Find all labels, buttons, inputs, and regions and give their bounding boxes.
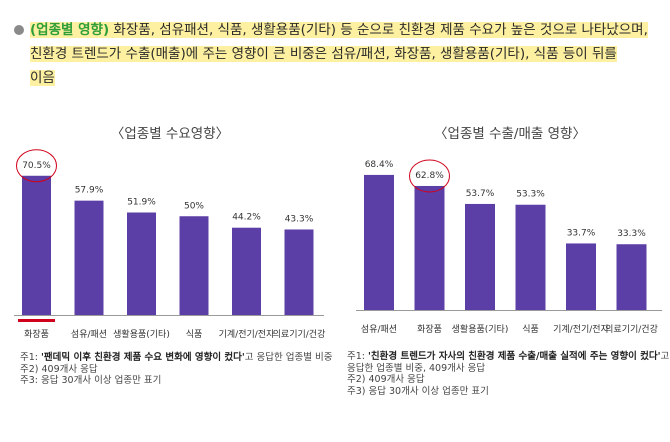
chart-2-value-label: 53.7% [466,189,495,199]
chart-1-bar [284,229,314,315]
chart-1-note: 주2) 409개사 응답 [20,363,98,375]
chart-1-note: 주3: 응답 30개사 이상 업종만 표기 [20,375,162,386]
bullet-icon [14,25,24,35]
chart-2-category-label: 식품 [522,324,539,335]
chart-2-title: 〈업종별 수출/매출 영향〉 [434,126,586,142]
chart-2-value-label: 68.4% [365,160,394,170]
chart-2-category-label: 의료기기/건강 [605,324,658,335]
chart-2-bar [465,203,495,310]
chart-2-note: 주2) 409개사 응답 [347,374,425,385]
chart-2-note: 주1: '친환경 트렌드가 자사의 친환경 제품 수출/매출 실적에 주는 영향… [347,351,670,362]
chart-1-value-label: 57.9% [75,186,104,196]
chart-1-bar [74,200,104,315]
chart-2-value-label: 33.3% [617,229,646,239]
intro-line-2-text: 친환경 트렌드가 수출(매출)에 주는 영향이 큰 비중은 섬유/패션, 화장품… [30,46,617,62]
chart-1-bar [127,212,156,315]
chart-2-value-label: 62.8% [415,171,444,181]
chart-2-category-label: 섬유/패션 [361,324,397,335]
chart-1-note: 주1: '팬데믹 이후 친환경 제품 수요 변화에 영향이 컸다'고 응답한 업… [20,352,333,363]
intro-line-1-text: 화장품, 섬유패션, 식품, 생활용품(기타) 등 순으로 친환경 제품 수요가… [109,22,648,38]
chart-2-value-label: 33.7% [567,228,596,238]
chart-2-highlight-circle [409,159,450,193]
chart-1-category-label: 의료기기/건강 [273,329,326,340]
intro-line-3: 이음 [30,68,55,88]
chart-1-value-label: 51.9% [127,197,156,207]
chart-2-bar [616,244,647,310]
chart-1-highlight-circle [16,149,57,183]
chart-1-category-label: 화장품 [24,329,49,340]
chart-1-value-label: 70.5% [22,161,51,171]
chart-1-category-label: 섬유/패션 [71,329,107,340]
chart-2-value-label: 53.3% [516,190,545,200]
intro-highlight-label: (업종별 영향) [30,22,110,38]
chart-2-bar [414,185,445,310]
chart-1-bar [179,216,209,315]
chart-1-value-label: 44.2% [232,213,261,223]
chart-1-value-label: 43.3% [285,214,314,224]
chart-2-bar [515,204,546,310]
chart-2-note: 응답한 업종별 비중, 409개사 응답 [347,362,486,374]
intro-line-2: 친환경 트렌드가 수출(매출)에 주는 영향이 큰 비중은 섬유/패션, 화장품… [30,44,617,64]
chart-1-category-label: 식품 [186,329,203,340]
chart-2-bar [566,243,596,310]
chart-1-bar [232,227,261,315]
chart-1-title: 〈업종별 수요영향〉 [111,126,229,142]
chart-2-category-label: 기계/전기/전자 [553,323,609,335]
chart-2-note: 주3) 응답 30개사 이상 업종만 표기 [347,385,489,397]
intro-line-1: (업종별 영향) 화장품, 섬유패션, 식품, 생활용품(기타) 등 순으로 친… [30,20,648,40]
chart-1-value-label: 50% [184,201,204,211]
intro-line-3-text: 이음 [30,70,55,86]
chart-2-category-label: 생활용품(기타) [452,323,509,335]
chart-1-highlight-underline [18,319,55,322]
chart-1-bar [22,175,51,315]
chart-1-category-label: 생활용품(기타) [113,328,170,340]
chart-2-bar [364,174,394,310]
chart-2-category-label: 화장품 [417,324,442,335]
chart-1-category-label: 기계/전기/전자 [219,328,275,340]
